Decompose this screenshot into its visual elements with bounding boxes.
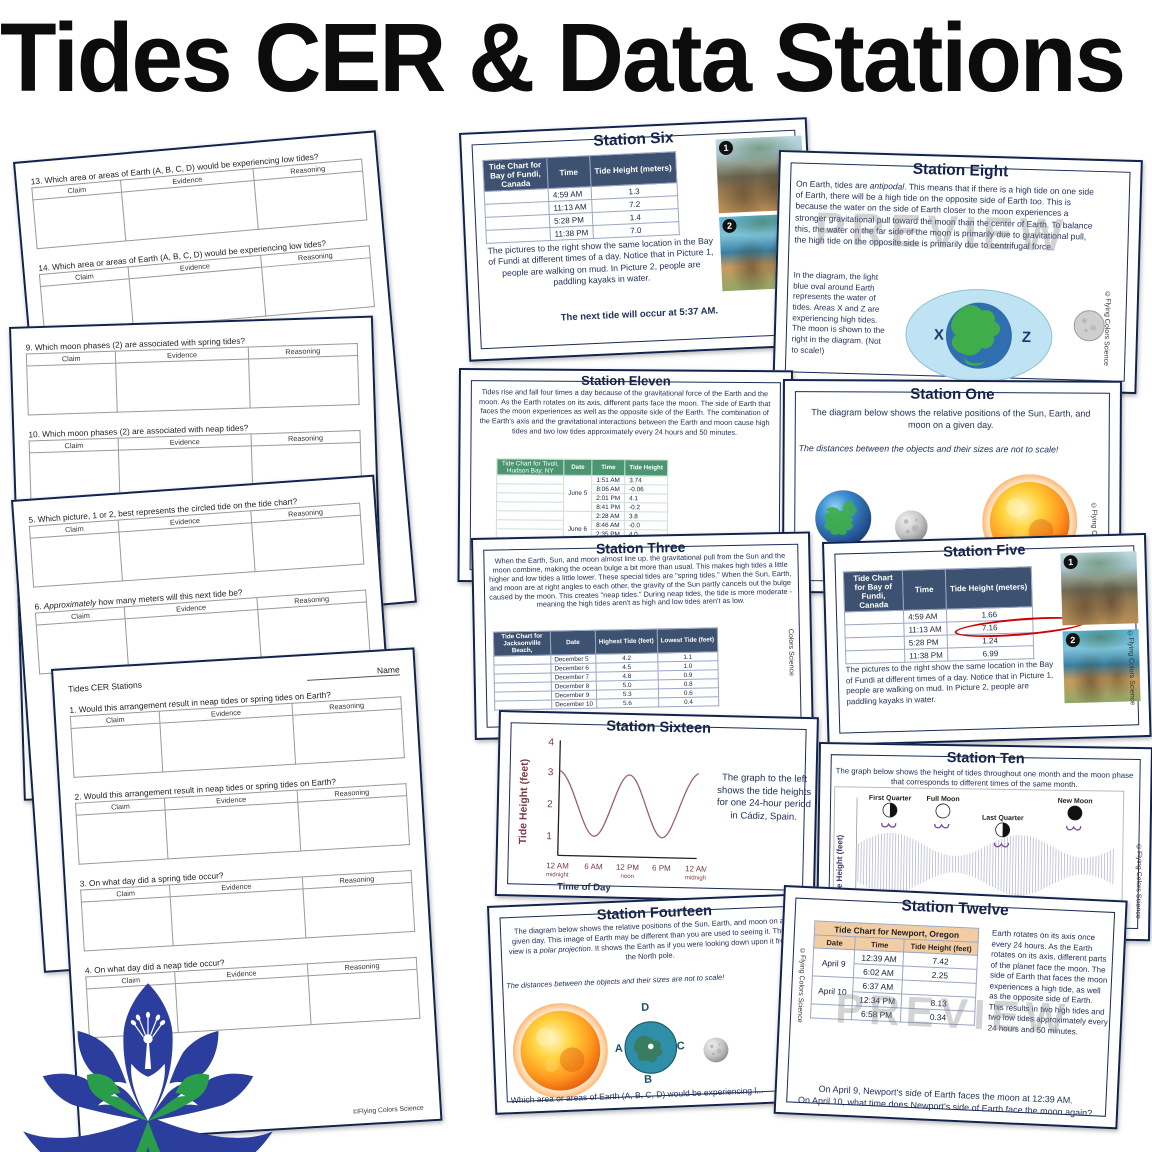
svg-text:noon: noon bbox=[620, 874, 633, 880]
svg-text:Full Moon: Full Moon bbox=[927, 796, 960, 804]
svg-text:midnight: midnight bbox=[685, 875, 708, 882]
svg-text:X: X bbox=[934, 326, 944, 343]
svg-text:Tide Height (feet): Tide Height (feet) bbox=[517, 759, 531, 845]
svg-text:midnight: midnight bbox=[546, 872, 569, 879]
svg-text:First Quarter: First Quarter bbox=[869, 795, 912, 803]
svg-text:12 AM: 12 AM bbox=[546, 861, 569, 871]
svg-text:4: 4 bbox=[548, 737, 554, 748]
svg-text:12 AM: 12 AM bbox=[685, 864, 708, 874]
svg-text:1: 1 bbox=[546, 831, 552, 842]
svg-text:New Moon: New Moon bbox=[1058, 798, 1093, 806]
svg-text:2: 2 bbox=[547, 799, 553, 810]
svg-text:6 AM: 6 AM bbox=[584, 862, 603, 871]
svg-text:12 PM: 12 PM bbox=[616, 863, 640, 873]
svg-text:6 PM: 6 PM bbox=[652, 864, 671, 873]
svg-text:Last Quarter: Last Quarter bbox=[982, 815, 1024, 823]
svg-text:Z: Z bbox=[1022, 329, 1032, 346]
svg-text:3: 3 bbox=[548, 767, 554, 778]
